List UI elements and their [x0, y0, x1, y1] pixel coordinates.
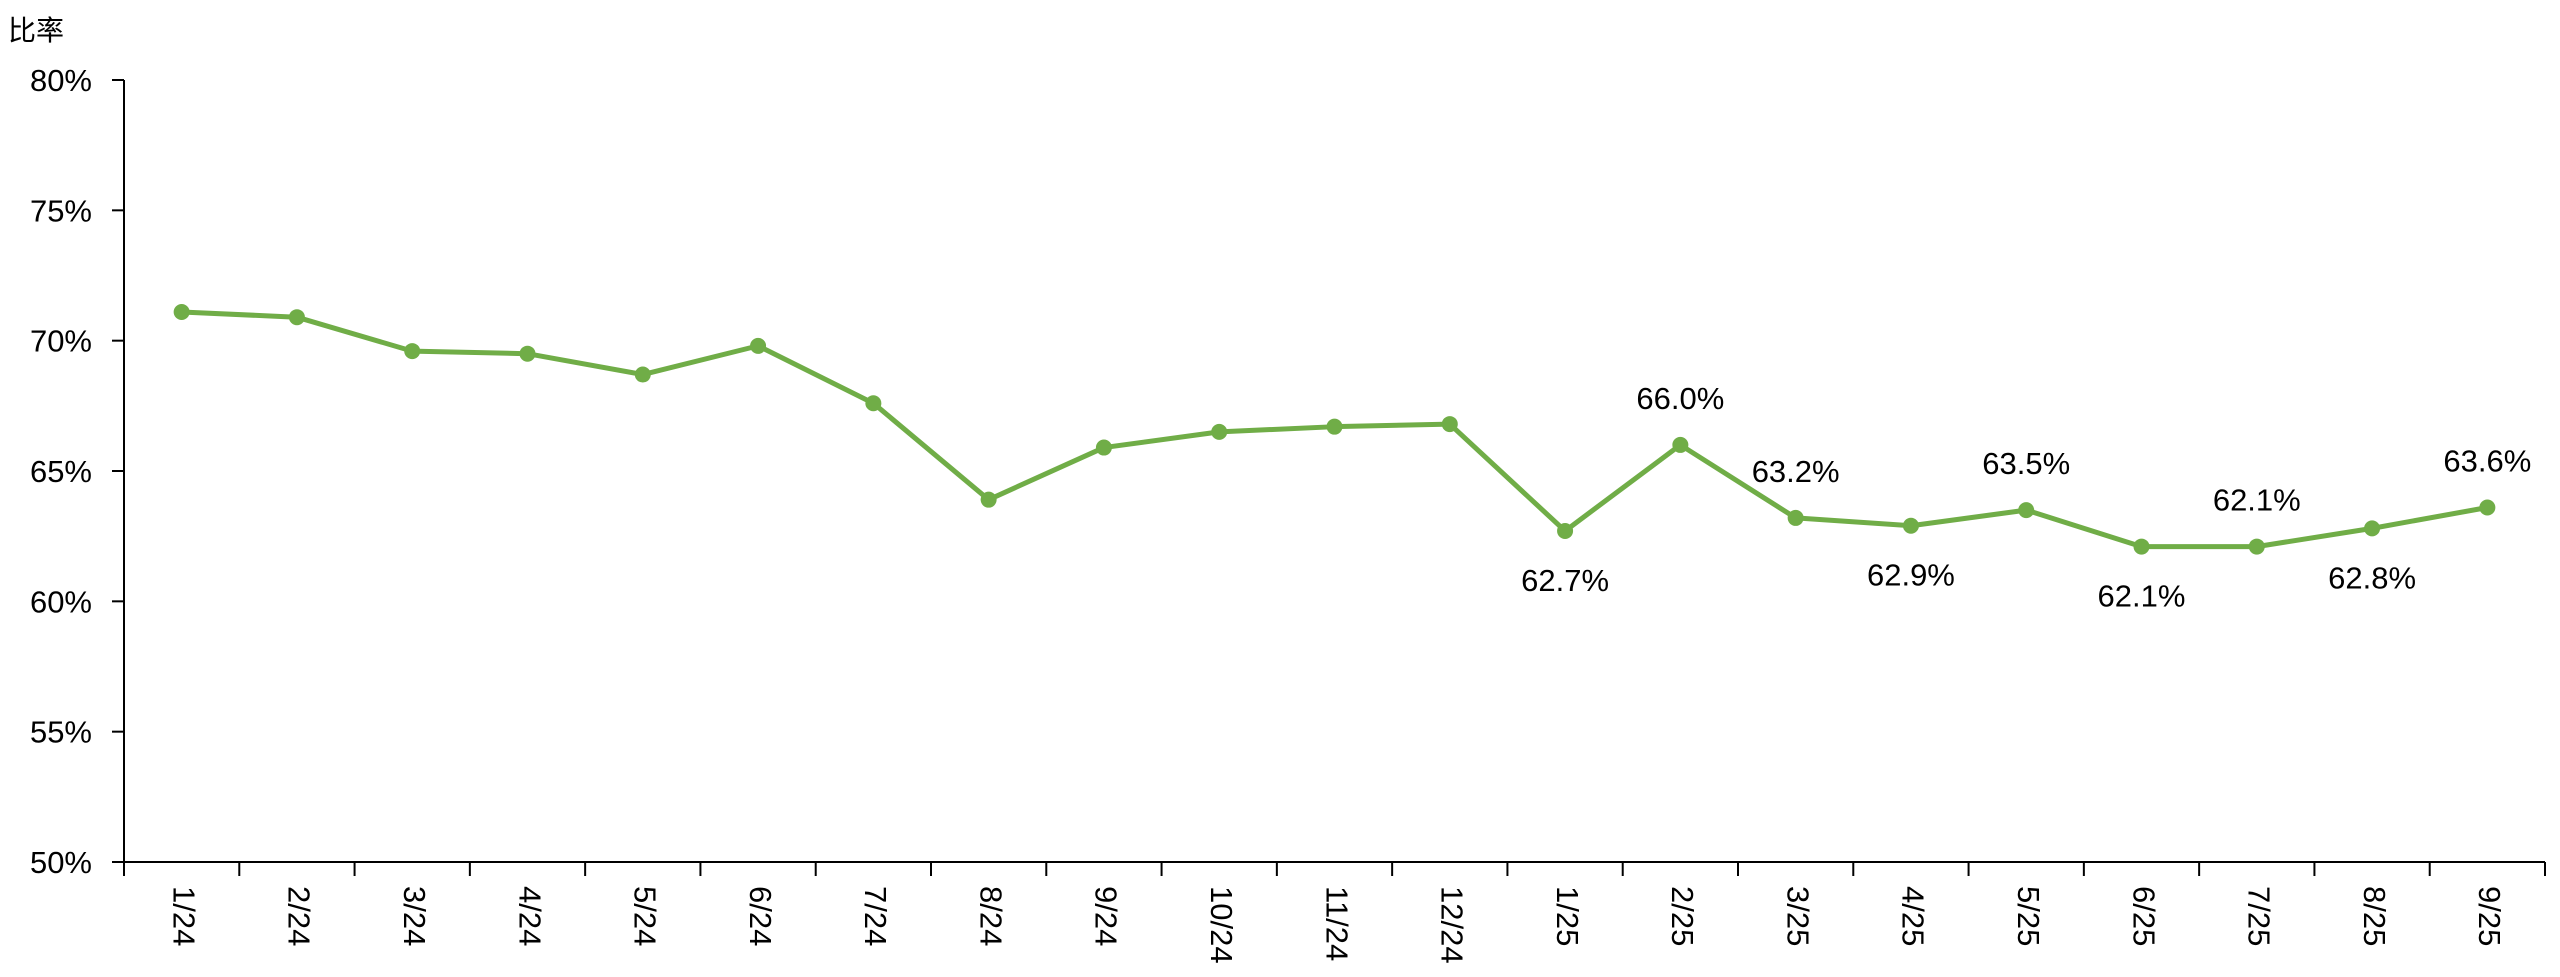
- data-point: [404, 343, 421, 360]
- x-tick-label: 5/24: [628, 886, 663, 946]
- x-tick-label: 4/25: [1896, 886, 1931, 946]
- y-tick-label: 55%: [30, 715, 92, 750]
- x-tick-label: 6/24: [743, 886, 778, 946]
- data-point: [2248, 538, 2265, 555]
- x-tick-label: 8/24: [973, 886, 1008, 946]
- x-tick-label: 9/25: [2472, 886, 2507, 946]
- data-point: [2479, 499, 2496, 516]
- x-tick-label: 10/24: [1204, 886, 1239, 964]
- data-label: 63.2%: [1752, 454, 1840, 489]
- data-label: 62.7%: [1521, 563, 1609, 598]
- x-tick-label: 2/25: [1665, 886, 1700, 946]
- data-point: [1095, 439, 1112, 456]
- data-point: [634, 366, 651, 383]
- x-tick-label: 8/25: [2357, 886, 2392, 946]
- data-label: 62.9%: [1867, 558, 1955, 593]
- y-tick-label: 75%: [30, 193, 92, 228]
- x-tick-label: 9/24: [1089, 886, 1124, 946]
- data-labels: 62.7% 66.0% 63.2% 62.9% 63.5% 62.1% 62.1% 62.8%…: [1521, 381, 2531, 614]
- x-tick-label: 1/25: [1550, 886, 1585, 946]
- data-point: [750, 337, 767, 354]
- data-label: 62.8%: [2328, 560, 2416, 595]
- x-tick-label: 4/24: [512, 886, 547, 946]
- data-point: [519, 345, 536, 362]
- data-label: 63.6%: [2443, 443, 2531, 478]
- data-label: 66.0%: [1636, 381, 1724, 416]
- x-tick-label: 12/24: [1435, 886, 1470, 964]
- x-tick-label: 7/24: [858, 886, 893, 946]
- data-point: [1326, 418, 1343, 435]
- y-axis-title: 比率: [8, 14, 64, 47]
- data-label: 62.1%: [2213, 483, 2301, 518]
- x-tick-label: 3/24: [397, 886, 432, 946]
- x-tick-label: 7/25: [2242, 886, 2277, 946]
- x-tick-label: 6/25: [2126, 886, 2161, 946]
- data-point: [865, 395, 882, 412]
- data-point: [1902, 517, 1919, 534]
- axes: 50% 55% 60% 65% 70% 75% 80% 1/24 2/24 3/24 4/24 5/2…: [30, 63, 2546, 964]
- data-point: [1787, 509, 1804, 526]
- x-tick-label: 1/24: [166, 886, 201, 946]
- data-point: [288, 309, 305, 326]
- y-tick-label: 50%: [30, 845, 92, 880]
- data-point: [2133, 538, 2150, 555]
- y-tick-label: 70%: [30, 324, 92, 359]
- data-point: [1557, 522, 1574, 539]
- data-point: [2364, 520, 2381, 537]
- x-tick-label: 2/24: [282, 886, 317, 946]
- data-label: 62.1%: [2098, 579, 2186, 614]
- data-point: [1211, 423, 1228, 440]
- x-tick-label: 3/25: [1780, 886, 1815, 946]
- data-point: [1672, 436, 1689, 453]
- x-tick-label: 5/25: [2011, 886, 2046, 946]
- y-tick-label: 65%: [30, 454, 92, 489]
- y-tick-label: 60%: [30, 584, 92, 619]
- data-label: 63.5%: [1982, 446, 2070, 481]
- data-point: [1441, 416, 1458, 433]
- data-point: [2018, 502, 2035, 519]
- y-tick-label: 80%: [30, 63, 92, 98]
- x-tick-label: 11/24: [1319, 886, 1354, 961]
- data-point: [980, 491, 997, 508]
- data-point: [173, 303, 190, 320]
- series-layer: [173, 303, 2496, 555]
